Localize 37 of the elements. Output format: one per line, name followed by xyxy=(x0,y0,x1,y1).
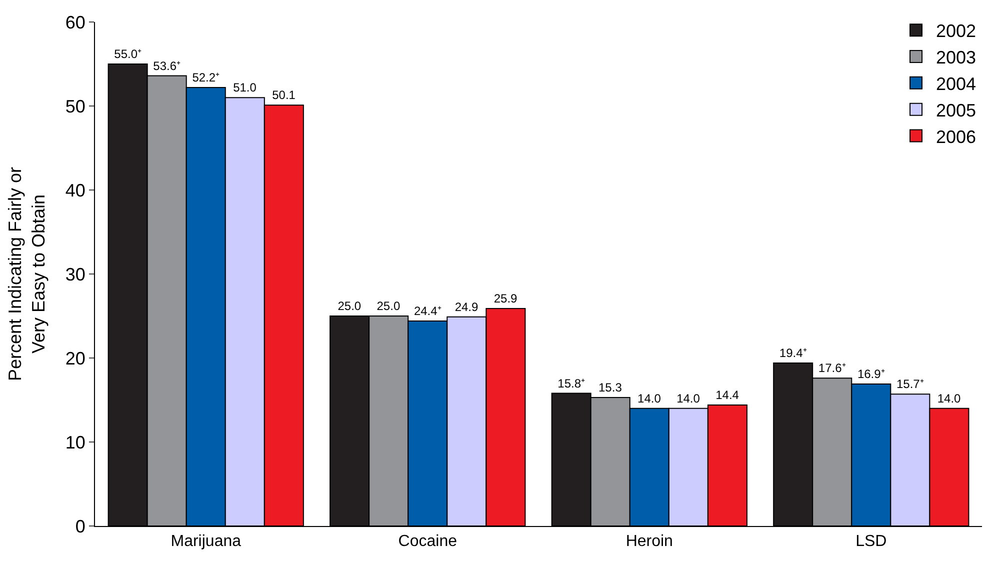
legend-label: 2003 xyxy=(936,48,976,68)
data-label: 19.4⁺ xyxy=(779,346,807,360)
y-tick-label: 50 xyxy=(65,96,86,116)
data-label: 53.6⁺ xyxy=(153,58,181,73)
data-label: 15.3 xyxy=(598,380,622,394)
data-label: 24.9 xyxy=(454,300,478,314)
data-label: 24.4⁺ xyxy=(414,304,442,318)
data-label: 15.8⁺ xyxy=(558,376,585,390)
x-tick-label: Marijuana xyxy=(170,533,242,550)
legend-label: 2005 xyxy=(936,100,976,120)
legend-label: 2004 xyxy=(936,74,976,94)
data-label: 14.4 xyxy=(716,388,740,402)
data-label: 50.1 xyxy=(272,88,296,102)
y-tick-label: 30 xyxy=(65,264,86,284)
data-label: 15.7⁺ xyxy=(896,377,924,392)
y-tick-label: 40 xyxy=(65,180,86,200)
data-label: 51.0 xyxy=(233,80,257,95)
data-label: 14.0 xyxy=(937,391,962,406)
x-tick-label: Heroin xyxy=(626,533,673,550)
data-label: 25.0 xyxy=(338,299,362,313)
y-tick-label: 60 xyxy=(65,12,86,32)
data-label: 55.0⁺ xyxy=(114,47,142,61)
data-label: 14.0 xyxy=(676,391,700,406)
data-label: 52.2⁺ xyxy=(192,70,220,85)
data-label: 25.0 xyxy=(376,299,400,313)
data-label: 25.9 xyxy=(494,291,518,306)
y-tick-label: 0 xyxy=(75,516,86,536)
y-axis-title: Percent Indicating Fairly or Very Easy to Obtain xyxy=(5,166,49,382)
x-tick-label: Cocaine xyxy=(398,533,458,550)
data-label: 17.6⁺ xyxy=(818,361,846,376)
y-tick-label: 20 xyxy=(65,348,86,368)
y-tick-label: 10 xyxy=(65,432,86,452)
x-tick-label: LSD xyxy=(856,533,887,550)
legend-label: 2002 xyxy=(936,21,976,42)
data-label: 16.9⁺ xyxy=(857,367,885,382)
legend-label: 2006 xyxy=(936,126,976,147)
data-label: 14.0 xyxy=(638,391,662,406)
